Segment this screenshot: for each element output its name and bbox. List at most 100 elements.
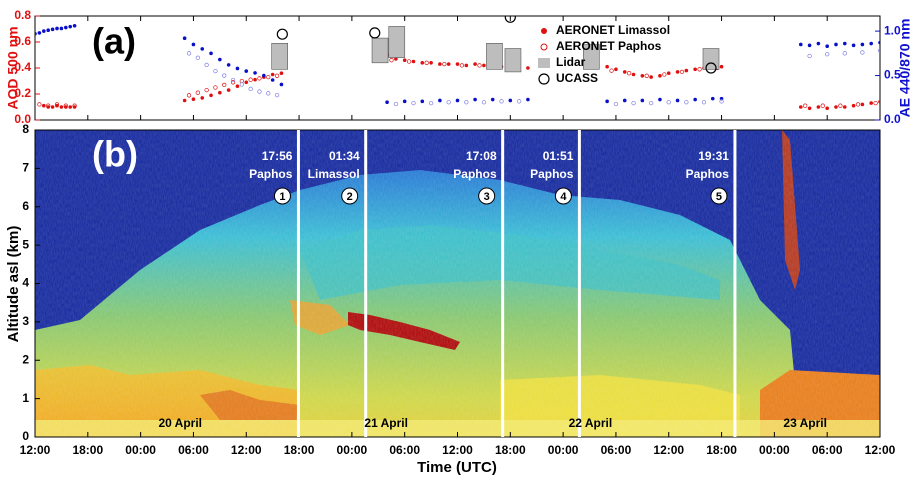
data-point: [191, 97, 196, 101]
data-point: [516, 99, 522, 104]
data-point: [420, 61, 425, 65]
data-point: [266, 91, 271, 96]
x-tick-label: 18:00: [495, 443, 526, 457]
data-point: [50, 27, 55, 32]
data-point: [279, 82, 284, 87]
y-tick-label: 0.4: [14, 60, 31, 74]
data-point: [473, 62, 477, 66]
data-point: [798, 105, 803, 109]
data-point: [842, 51, 847, 56]
data-point: [679, 69, 685, 75]
data-point: [182, 36, 187, 41]
data-point: [37, 31, 42, 35]
data-point: [204, 87, 209, 93]
data-point: [182, 98, 187, 103]
y-tick-label: 2: [22, 352, 29, 366]
y2-tick-label: 0.5: [884, 68, 901, 82]
data-point: [55, 103, 59, 108]
data-point: [438, 98, 442, 103]
data-point: [693, 67, 697, 72]
overpass-badge: [710, 187, 728, 205]
overpass-number: 1: [279, 191, 285, 203]
data-point: [213, 85, 218, 90]
data-point: [59, 26, 64, 31]
data-point: [274, 73, 280, 78]
data-point: [239, 78, 244, 84]
x-tick-label: 00:00: [548, 443, 579, 457]
data-point: [705, 62, 717, 74]
day-label: 20 April: [158, 416, 202, 430]
data-point: [186, 51, 192, 56]
overpass-site: Paphos: [686, 167, 730, 181]
overpass-badge: [341, 187, 359, 205]
data-point: [675, 98, 680, 103]
data-point: [878, 100, 880, 104]
data-point: [666, 71, 671, 75]
data-point: [526, 66, 530, 70]
data-point: [877, 48, 880, 53]
x-tick-label: 06:00: [601, 443, 632, 457]
data-point: [59, 105, 64, 109]
data-point: [64, 25, 68, 30]
x-tick-label: 06:00: [389, 443, 420, 457]
lidar-range: [271, 42, 288, 70]
lidar-curtain: [35, 130, 880, 437]
data-point: [834, 105, 838, 109]
legend-marker: [538, 73, 550, 85]
data-point: [42, 103, 46, 108]
data-point: [834, 42, 838, 47]
data-point: [186, 93, 192, 98]
y-tick-label: 3: [22, 314, 29, 328]
panel-label: (a): [92, 21, 136, 62]
x-tick-label: 12:00: [231, 443, 262, 457]
data-point: [279, 71, 284, 75]
x-tick-label: 00:00: [125, 443, 156, 457]
lidar-range: [388, 26, 406, 58]
data-point: [481, 100, 487, 105]
y-tick-label: 1: [22, 391, 29, 405]
data-point: [816, 105, 821, 109]
data-point: [262, 73, 266, 78]
data-point: [35, 31, 37, 36]
legend-label: AERONET Limassol: [556, 23, 670, 37]
noise: [35, 130, 880, 437]
y-tick-label: 4: [22, 276, 29, 290]
data-point: [622, 98, 627, 103]
data-point: [191, 42, 196, 47]
data-point: [50, 105, 55, 109]
legend-label: Lidar: [556, 55, 586, 69]
data-point: [658, 74, 662, 78]
lidar-range: [486, 42, 503, 70]
data-point: [411, 59, 416, 64]
data-point: [68, 105, 73, 109]
overpass-time: 01:51: [543, 149, 574, 163]
data-point: [477, 63, 482, 68]
y-tick-label: 0.0: [14, 112, 31, 126]
data-point: [420, 99, 425, 104]
data-point: [438, 62, 442, 66]
y-axis-label: Altitude asl (km): [5, 226, 22, 343]
overpass-badge: [478, 187, 496, 205]
y-tick-label: 0.6: [14, 34, 31, 48]
data-point: [644, 73, 649, 78]
data-point: [42, 29, 46, 33]
data-point: [455, 62, 460, 66]
data-point: [807, 53, 812, 59]
data-point: [860, 50, 865, 55]
data-point: [684, 68, 689, 73]
data-point: [394, 57, 398, 61]
overpass-site: Paphos: [453, 167, 497, 181]
x-tick-label: 18:00: [72, 443, 103, 457]
data-point: [825, 44, 829, 49]
data-point: [803, 103, 808, 108]
data-point: [55, 26, 59, 31]
data-point: [46, 105, 51, 109]
data-point: [482, 63, 486, 68]
data-point: [239, 82, 244, 87]
data-point: [72, 103, 77, 108]
day-label: 21 April: [364, 416, 408, 430]
data-point: [428, 100, 434, 106]
data-point: [209, 93, 213, 98]
data-point: [270, 78, 275, 82]
overpass-number: 3: [484, 191, 490, 203]
